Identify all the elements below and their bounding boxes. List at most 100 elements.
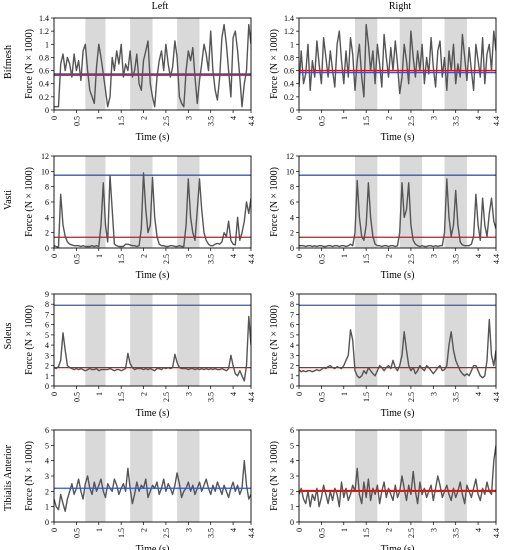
panel-bifmesh-left-xtick-label: 2.5: [162, 116, 171, 126]
panel-tibialis-anterior-left-xtick-label: 0.5: [72, 528, 81, 538]
panel-soleus-right-shaded-interval: [399, 294, 423, 386]
panel-bifmesh-left-ytick-label: 0: [45, 106, 49, 115]
panel-bifmesh-left-ytick-label: 0.8: [39, 53, 49, 62]
panel-bifmesh-right-y-axis-label: Force (N × 1000): [269, 29, 280, 99]
panel-vasti-left-xtick-label: 1.5: [117, 254, 126, 264]
column-title-right: Right: [389, 1, 411, 12]
panel-vasti-right-xtick-label: 3.5: [452, 254, 461, 264]
panel-bifmesh-right-ytick-label: 1.4: [284, 14, 294, 23]
panel-soleus-left-y-axis-label: Force (N × 1000): [24, 305, 35, 375]
panel-tibialis-anterior-left-y-axis-label: Force (N × 1000): [24, 441, 35, 511]
panel-soleus-right-xtick-label: 1.5: [362, 392, 371, 402]
panel-tibialis-anterior-left-force-trace: [54, 460, 251, 512]
panel-tibialis-anterior-right-x-axis-label: Time (s): [381, 544, 415, 550]
panel-soleus-left-frame: [53, 293, 252, 387]
panel-bifmesh-right-ytick-label: 0.8: [284, 53, 294, 62]
panel-bifmesh-left-ytick-label: 1: [45, 40, 49, 49]
panel-bifmesh-left-shaded-interval: [85, 18, 106, 110]
panel-soleus-right-force-trace: [299, 318, 496, 379]
panel-soleus-left-ytick-label: 6: [45, 321, 49, 330]
panel-bifmesh-right-ytick-label: 0: [290, 106, 294, 115]
panel-vasti-left-xtick-label: 4.4: [247, 254, 256, 264]
panel-tibialis-anterior-right-y-axis-label: Force (N × 1000): [269, 441, 280, 511]
panel-tibialis-anterior-right-ytick-label: 3: [290, 472, 294, 481]
panel-vasti-left-ytick-label: 10: [41, 167, 49, 176]
panel-soleus-right-ytick-label: 7: [290, 310, 294, 319]
panel-tibialis-anterior-right-xtick-label: 2.5: [407, 528, 416, 538]
panel-tibialis-anterior-right-xtick-label: 3.5: [452, 528, 461, 538]
panel-soleus-left-xtick-label: 0: [50, 392, 59, 396]
panel-tibialis-anterior-left-xtick-label: 2.5: [162, 528, 171, 538]
panel-soleus-right-xtick-label: 4.4: [492, 392, 501, 402]
panel-soleus-right-ytick-label: 0: [290, 382, 294, 391]
panel-vasti-left-xtick-label: 0.5: [72, 254, 81, 264]
panel-vasti-left-xtick-label: 1: [95, 254, 104, 258]
panel-soleus-right-x-axis-label: Time (s): [381, 408, 415, 419]
panel-soleus-right-xtick-label: 4: [474, 392, 483, 396]
panel-vasti-left-shaded-interval: [130, 156, 153, 248]
panel-tibialis-anterior-left-xtick-label: 1: [95, 528, 104, 532]
panel-tibialis-anterior-left-xtick-label: 4.4: [247, 528, 256, 538]
panel-soleus-right-xtick-label: 3.5: [452, 392, 461, 402]
panel-soleus-right-frame: [298, 293, 497, 387]
panel-tibialis-anterior-left-xtick-label: 3.5: [207, 528, 216, 538]
panel-bifmesh-left-shaded-interval: [130, 18, 153, 110]
panel-tibialis-anterior-right-xtick-label: 2: [385, 528, 394, 532]
panel-soleus-left-xtick-label: 3: [184, 392, 193, 396]
panel-soleus-right-ytick-label: 5: [290, 331, 294, 340]
panel-vasti-right-xtick-label: 2.5: [407, 254, 416, 264]
panel-bifmesh-right-ytick-label: 1.2: [284, 27, 294, 36]
panel-tibialis-anterior-right-ytick-label: 2: [290, 487, 294, 496]
panel-tibialis-anterior-left-xtick-label: 4: [229, 528, 238, 532]
panel-vasti-right-xtick-label: 0.5: [317, 254, 326, 264]
panel-soleus-right-xtick-label: 3: [429, 392, 438, 396]
panel-soleus-right-ytick-label: 6: [290, 321, 294, 330]
panel-soleus-right-ytick-label: 3: [290, 351, 294, 360]
panel-soleus-left-xtick-label: 0.5: [72, 392, 81, 402]
panel-tibialis-anterior-left-ytick-label: 0: [45, 518, 49, 527]
panel-bifmesh-left-force-trace: [54, 23, 251, 108]
panel-tibialis-anterior-left-ytick-label: 5: [45, 441, 49, 450]
panel-vasti-right-xtick-label: 4: [474, 254, 483, 258]
row-label-tibialis-anterior: Tibialis Anterior: [3, 444, 14, 511]
panel-bifmesh-right-xtick-label: 0.5: [317, 116, 326, 126]
panel-tibialis-anterior-left-ytick-label: 1: [45, 503, 49, 512]
panel-tibialis-anterior-left-shaded-interval: [85, 430, 106, 522]
panel-tibialis-anterior-left-xtick-label: 0: [50, 528, 59, 532]
panel-bifmesh-right-ytick-label: 1: [290, 40, 294, 49]
panel-vasti-right-force-trace: [299, 178, 496, 248]
panel-soleus-left-ytick-label: 3: [45, 351, 49, 360]
panel-soleus-left-ytick-label: 9: [45, 290, 49, 299]
panel-tibialis-anterior-right-xtick-label: 3: [429, 528, 438, 532]
panel-bifmesh-left-xtick-label: 2: [140, 116, 149, 120]
panel-bifmesh-right-xtick-label: 3: [429, 116, 438, 120]
panel-vasti-right-ytick-label: 4: [290, 213, 294, 222]
panel-bifmesh-right-xtick-label: 3.5: [452, 116, 461, 126]
panel-vasti-left-xtick-label: 3: [184, 254, 193, 258]
panel-soleus-left-shaded-interval: [130, 294, 153, 386]
panel-tibialis-anterior-left-shaded-interval: [130, 430, 153, 522]
panel-vasti-left-force-trace: [54, 172, 251, 248]
panel-bifmesh-right-xtick-label: 0: [295, 116, 304, 120]
panel-vasti-left-ytick-label: 0: [45, 244, 49, 253]
panel-tibialis-anterior-left: 0 1 2 3 4 5 6 0 0.5 1 1.5 2 2.5 3 3.5 4 4.4 Time (s) Force…: [24, 426, 256, 550]
panel-bifmesh-left-xtick-label: 1.5: [117, 116, 126, 126]
panel-tibialis-anterior-left-shaded-interval: [177, 430, 200, 522]
panel-bifmesh-right: 0 0.2 0.4 0.6 0.8 1 1.2 1.4 0 0.5 1 1.5 2 2.5 3 3.5 4 4.4…: [269, 14, 501, 143]
panel-bifmesh-right-shaded-interval: [354, 18, 378, 110]
panel-soleus-left-xtick-label: 4.4: [247, 392, 256, 402]
panel-soleus-left-ytick-label: 7: [45, 310, 49, 319]
panel-bifmesh-left-xtick-label: 0.5: [72, 116, 81, 126]
panel-soleus-left-xtick-label: 4: [229, 392, 238, 396]
panel-vasti-left-ytick-label: 6: [45, 198, 49, 207]
panel-vasti-left-y-axis-label: Force (N × 1000): [24, 167, 35, 237]
panel-bifmesh-right-shaded-interval: [444, 18, 467, 110]
panel-soleus-left-shaded-interval: [177, 294, 200, 386]
panel-vasti-right-xtick-label: 2: [385, 254, 394, 258]
panel-bifmesh-right-xtick-label: 1.5: [362, 116, 371, 126]
panel-vasti-right-xtick-label: 4.4: [492, 254, 501, 264]
panel-soleus-left-ytick-label: 8: [45, 300, 49, 309]
panel-bifmesh-left-shaded-interval: [177, 18, 200, 110]
panel-soleus-left-xtick-label: 2.5: [162, 392, 171, 402]
